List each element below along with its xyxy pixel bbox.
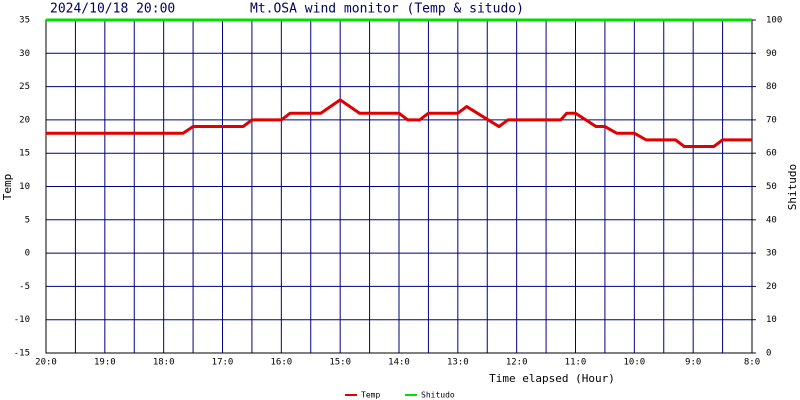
y2-tick-label: 20 [766, 282, 777, 292]
y-tick-label: 30 [19, 49, 30, 59]
x-tick-label: 8:0 [744, 358, 760, 368]
y2-tick-label: 40 [766, 215, 777, 225]
x-tick-label: 17:0 [212, 358, 234, 368]
x-tick-label: 14:0 [388, 358, 410, 368]
y-tick-label: 35 [19, 16, 30, 26]
y-tick-label: -5 [19, 282, 30, 292]
x-axis-label: Time elapsed (Hour) [489, 372, 615, 385]
y2-tick-label: 100 [766, 16, 782, 26]
y-axis-label: Temp [1, 174, 14, 201]
y2-axis-label: Shitudo [786, 164, 799, 210]
x-tick-label: 12:0 [506, 358, 528, 368]
y-tick-label: 0 [25, 249, 30, 259]
y-tick-label: 20 [19, 115, 30, 125]
x-tick-label: 15:0 [329, 358, 351, 368]
y2-tick-label: 10 [766, 315, 777, 325]
y2-tick-label: 70 [766, 115, 777, 125]
x-tick-label: 10:0 [623, 358, 645, 368]
x-tick-label: 19:0 [94, 358, 116, 368]
x-tick-label: 20:0 [35, 358, 57, 368]
y2-tick-label: 60 [766, 149, 777, 159]
y-tick-label: -10 [14, 315, 30, 325]
y-tick-label: 5 [25, 215, 30, 225]
x-tick-label: 16:0 [270, 358, 292, 368]
series-line [46, 98, 752, 149]
x-tick-label: 18:0 [153, 358, 175, 368]
y2-tick-label: 90 [766, 49, 777, 59]
x-tick-label: 9:0 [685, 358, 701, 368]
x-tick-label: 11:0 [565, 358, 587, 368]
y-tick-label: -15 [14, 349, 30, 359]
x-tick-label: 13:0 [447, 358, 469, 368]
y2-tick-label: 30 [766, 249, 777, 259]
y-tick-label: 15 [19, 149, 30, 159]
y-tick-label: 10 [19, 182, 30, 192]
y-tick-label: 25 [19, 82, 30, 92]
chart-title: Mt.OSA wind monitor (Temp & situdo) [250, 2, 524, 17]
y2-tick-label: 80 [766, 82, 777, 92]
date-label: 2024/10/18 20:00 [50, 2, 175, 17]
y2-tick-label: 0 [766, 349, 771, 359]
legend-label: Temp [361, 391, 380, 400]
y2-tick-label: 50 [766, 182, 777, 192]
legend-label: Shitudo [421, 391, 455, 400]
